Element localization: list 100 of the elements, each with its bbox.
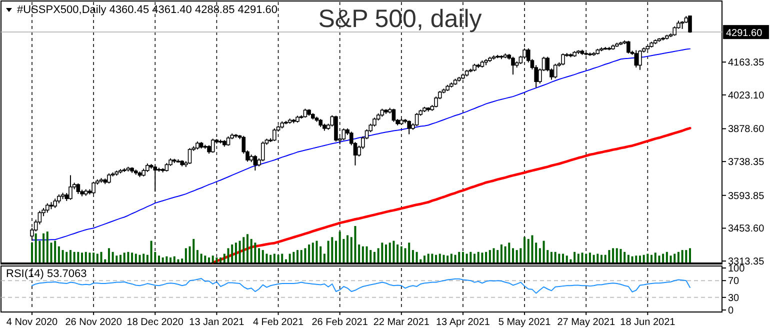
bar xyxy=(588,252,591,263)
bar xyxy=(54,240,56,263)
bar xyxy=(450,254,452,263)
bar xyxy=(396,244,399,263)
candlestick xyxy=(226,136,230,146)
bar xyxy=(296,250,299,263)
bar xyxy=(524,237,526,263)
bar xyxy=(592,254,595,263)
bar xyxy=(150,240,152,263)
bar xyxy=(638,256,641,263)
bar xyxy=(200,254,202,263)
bar xyxy=(496,250,499,263)
bar xyxy=(662,254,664,263)
bar xyxy=(66,252,68,263)
bar xyxy=(216,257,218,263)
bar xyxy=(631,256,634,263)
bar xyxy=(431,254,434,263)
bar xyxy=(116,256,118,263)
bar xyxy=(466,254,468,263)
bar xyxy=(412,250,414,263)
x-tick-label: 18 Jun 2021 xyxy=(620,317,676,328)
bar xyxy=(642,254,645,263)
bar xyxy=(685,250,688,263)
candlestick xyxy=(253,154,258,172)
candlestick xyxy=(638,50,642,70)
bar xyxy=(288,254,291,263)
bar xyxy=(616,248,618,263)
bar xyxy=(358,244,360,263)
x-tick-label: 26 Nov 2020 xyxy=(65,317,122,328)
bar xyxy=(362,246,364,263)
bar xyxy=(492,248,495,263)
bar xyxy=(354,226,356,263)
bar xyxy=(527,238,530,263)
bar xyxy=(666,252,668,263)
bar xyxy=(646,254,649,263)
bar xyxy=(88,252,91,263)
bar xyxy=(385,244,388,263)
bar xyxy=(470,252,472,263)
x-tick-label: 4 Feb 2021 xyxy=(252,317,304,328)
bar xyxy=(481,252,484,263)
bar xyxy=(316,240,318,263)
bar xyxy=(308,244,310,263)
y-tick-label: 70 xyxy=(728,276,740,288)
bar xyxy=(123,252,126,263)
bar xyxy=(331,237,334,263)
bar xyxy=(538,248,541,263)
bar xyxy=(138,254,141,263)
bar xyxy=(304,248,306,263)
bar xyxy=(558,254,560,263)
x-tick-label: 13 Apr 2021 xyxy=(436,317,490,328)
bar xyxy=(458,252,460,263)
bar xyxy=(346,235,349,263)
bar xyxy=(612,248,614,263)
bar xyxy=(488,250,491,263)
ref-line-label: 4291.60 xyxy=(726,28,763,40)
bar xyxy=(442,254,445,263)
bar xyxy=(204,256,206,263)
bar xyxy=(542,240,545,263)
candlestick xyxy=(407,120,411,135)
bar xyxy=(392,240,395,263)
candlestick xyxy=(188,148,192,164)
x-tick-label: 26 Feb 2021 xyxy=(312,317,368,328)
candlestick xyxy=(553,63,558,79)
bar xyxy=(373,252,376,263)
bar xyxy=(474,254,476,263)
bar xyxy=(388,242,391,263)
bar xyxy=(400,246,402,263)
bar xyxy=(674,254,676,263)
bar xyxy=(370,250,372,263)
candlestick xyxy=(53,198,57,208)
bar xyxy=(312,242,314,263)
bar xyxy=(554,252,556,263)
y-tick-label: 3738.35 xyxy=(728,157,765,168)
y-tick-label: 4023.10 xyxy=(728,90,765,102)
candlestick xyxy=(392,108,396,122)
y-tick-label: 3878.60 xyxy=(728,124,765,136)
y-tick-label: 0 xyxy=(728,306,734,316)
bar xyxy=(212,256,214,263)
bar xyxy=(34,233,37,263)
bar xyxy=(270,254,272,263)
bar xyxy=(246,234,248,263)
bar xyxy=(327,240,330,263)
candlestick xyxy=(45,202,50,214)
bar xyxy=(658,256,660,263)
bar xyxy=(416,252,418,263)
y-tick-label: 4163.35 xyxy=(728,58,765,69)
bar xyxy=(73,252,76,263)
x-tick-label: 13 Jan 2021 xyxy=(189,317,245,328)
x-tick-label: 18 Dec 2020 xyxy=(126,317,184,328)
candlestick xyxy=(634,50,638,68)
line-series xyxy=(32,278,690,294)
bar xyxy=(508,242,510,263)
bar xyxy=(574,252,576,263)
y-tick-label: 3593.85 xyxy=(728,190,765,202)
bar xyxy=(531,235,534,263)
bar xyxy=(550,252,552,263)
bar xyxy=(196,250,198,263)
bar xyxy=(427,254,430,263)
bar xyxy=(585,254,588,263)
bar xyxy=(42,233,45,263)
